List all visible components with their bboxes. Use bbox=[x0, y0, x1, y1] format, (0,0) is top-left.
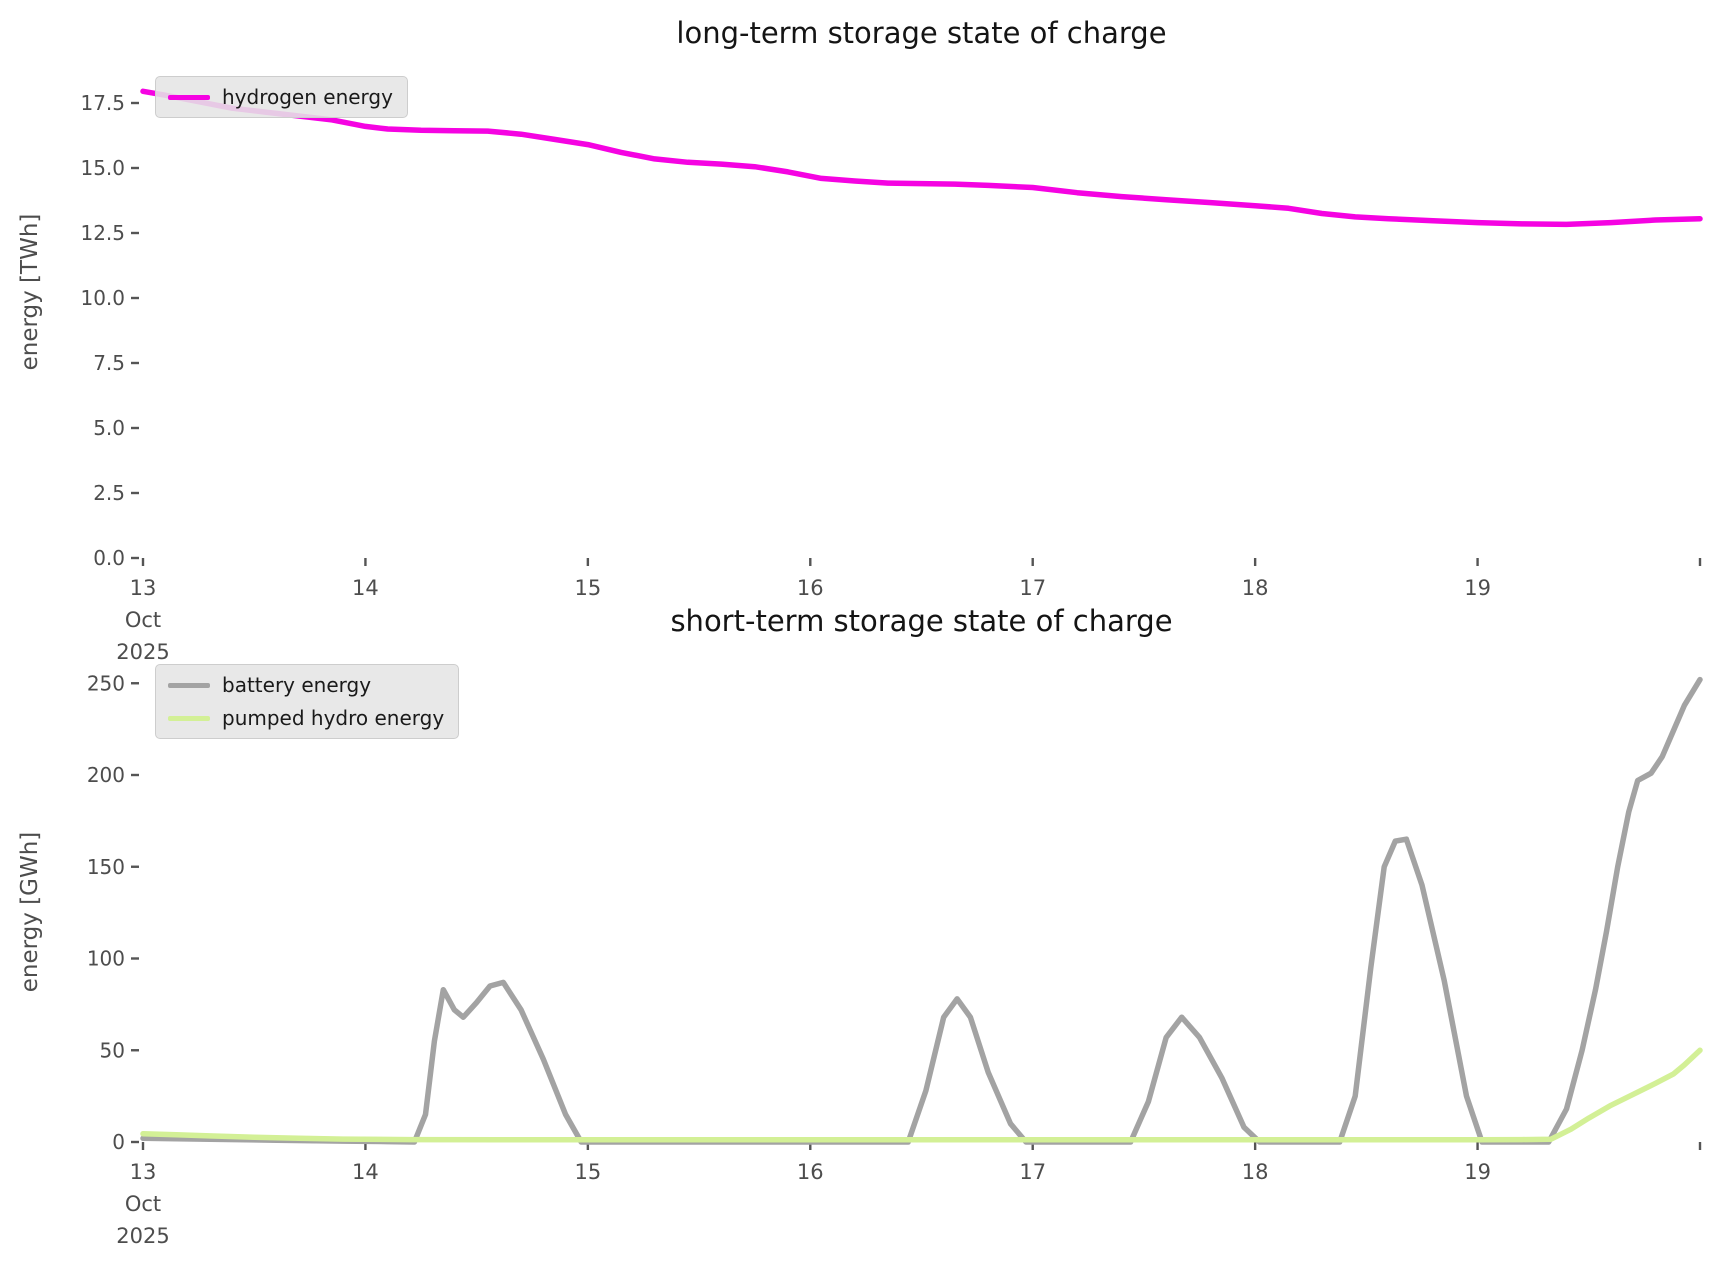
series-line-battery-energy bbox=[140, 676, 1703, 1145]
long-term-legend: hydrogen energy bbox=[155, 76, 408, 118]
x-tick-sublabel: 2025 bbox=[116, 640, 169, 664]
short-term-legend: battery energy pumped hydro energy bbox=[155, 664, 460, 739]
y-tick-label: 12.5 bbox=[80, 221, 125, 245]
y-tick-label: 10.0 bbox=[80, 286, 125, 310]
x-tick-label: 13 bbox=[130, 1160, 157, 1184]
x-tick-label: 17 bbox=[1019, 1160, 1046, 1184]
x-tick-sublabel: Oct bbox=[125, 608, 161, 632]
x-tick-label: 15 bbox=[574, 1160, 601, 1184]
hydrogen-energy-line-swatch bbox=[168, 94, 210, 100]
legend-label: battery energy bbox=[222, 673, 372, 697]
x-tick-label: 19 bbox=[1464, 1160, 1491, 1184]
x-tick-label: 15 bbox=[574, 576, 601, 600]
x-tick-sublabel: 2025 bbox=[116, 1224, 169, 1248]
y-tick-label: 15.0 bbox=[80, 156, 125, 180]
y-tick-label: 7.5 bbox=[93, 351, 125, 375]
y-tick-label: 0 bbox=[112, 1130, 125, 1154]
long-term-chart-title: long-term storage state of charge bbox=[676, 16, 1167, 50]
y-tick-label: 200 bbox=[87, 763, 125, 787]
y-tick-label: 17.5 bbox=[80, 91, 125, 115]
x-tick-label: 18 bbox=[1242, 576, 1269, 600]
x-tick-label: 16 bbox=[797, 1160, 824, 1184]
y-tick-label: 5.0 bbox=[93, 416, 125, 440]
short-term-chart-title: short-term storage state of charge bbox=[670, 604, 1173, 638]
legend-item-pumped-hydro-energy: pumped hydro energy bbox=[168, 705, 444, 731]
series-line-hydrogen-energy bbox=[140, 88, 1703, 228]
legend-item-hydrogen-energy: hydrogen energy bbox=[168, 84, 393, 110]
y-tick-label: 250 bbox=[87, 671, 125, 695]
x-tick-label: 19 bbox=[1464, 576, 1491, 600]
x-tick-label: 17 bbox=[1019, 576, 1046, 600]
x-tick-sublabel: Oct bbox=[125, 1192, 161, 1216]
y-tick-label: 0.0 bbox=[93, 546, 125, 570]
x-tick-label: 16 bbox=[797, 576, 824, 600]
y-tick-label: 150 bbox=[87, 855, 125, 879]
series-line-pumped-hydro-energy bbox=[140, 1047, 1703, 1143]
y-tick-label: 50 bbox=[100, 1038, 125, 1062]
battery-energy-line-swatch bbox=[168, 682, 210, 688]
x-tick-label: 18 bbox=[1242, 1160, 1269, 1184]
x-tick-label: 13 bbox=[130, 576, 157, 600]
legend-item-battery-energy: battery energy bbox=[168, 672, 444, 698]
pumped-hydro-energy-line-swatch bbox=[168, 715, 210, 721]
legend-label: pumped hydro energy bbox=[222, 706, 445, 730]
legend-label: hydrogen energy bbox=[222, 85, 393, 109]
x-tick-label: 14 bbox=[352, 576, 379, 600]
x-tick-label: 14 bbox=[352, 1160, 379, 1184]
y-tick-label: 2.5 bbox=[93, 481, 125, 505]
y-tick-label: 100 bbox=[87, 947, 125, 971]
